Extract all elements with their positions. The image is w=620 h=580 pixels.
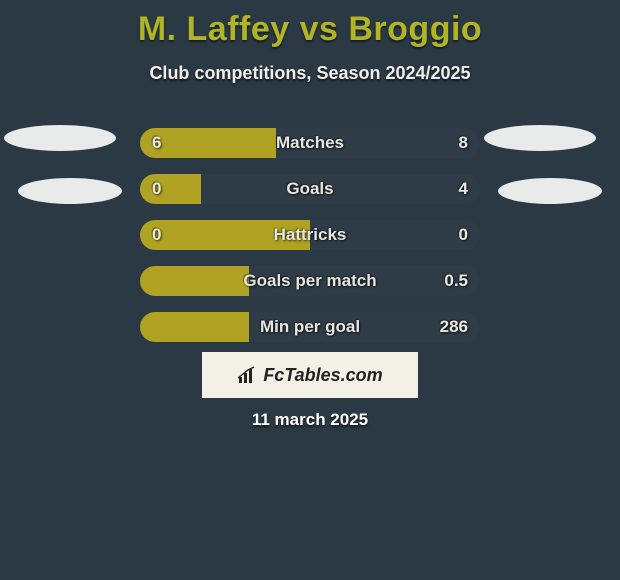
subtitle: Club competitions, Season 2024/2025 — [0, 63, 620, 84]
stat-value-left: 0 — [152, 220, 161, 250]
stat-bar-left — [140, 220, 310, 250]
stat-bar-track — [140, 312, 480, 342]
stat-value-right: 0.5 — [444, 266, 468, 296]
stat-value-left: 6 — [152, 128, 161, 158]
stat-bar-track — [140, 174, 480, 204]
stat-value-right: 4 — [459, 174, 468, 204]
bar-chart-icon — [237, 365, 257, 385]
stat-bar-track — [140, 128, 480, 158]
stat-row: 286Min per goal — [0, 304, 620, 350]
stat-row: 00Hattricks — [0, 212, 620, 258]
stat-row: 04Goals — [0, 166, 620, 212]
source-logo-text: FcTables.com — [263, 365, 382, 386]
stat-value-right: 0 — [459, 220, 468, 250]
stat-value-right: 286 — [440, 312, 468, 342]
source-logo: FcTables.com — [202, 352, 418, 398]
stat-bar-left — [140, 312, 249, 342]
stat-value-right: 8 — [459, 128, 468, 158]
stat-row: 68Matches — [0, 120, 620, 166]
stat-bar-left — [140, 266, 249, 296]
stat-row: 0.5Goals per match — [0, 258, 620, 304]
stat-bar-right — [201, 174, 480, 204]
date-label: 11 march 2025 — [0, 410, 620, 430]
stat-bar-track — [140, 220, 480, 250]
comparison-card: M. Laffey vs Broggio Club competitions, … — [0, 0, 620, 580]
stat-bar-right — [310, 220, 480, 250]
page-title: M. Laffey vs Broggio — [0, 0, 620, 49]
stats-container: 68Matches04Goals00Hattricks0.5Goals per … — [0, 120, 620, 350]
stat-bar-right — [276, 128, 480, 158]
stat-bar-track — [140, 266, 480, 296]
stat-bar-left — [140, 174, 201, 204]
stat-value-left: 0 — [152, 174, 161, 204]
